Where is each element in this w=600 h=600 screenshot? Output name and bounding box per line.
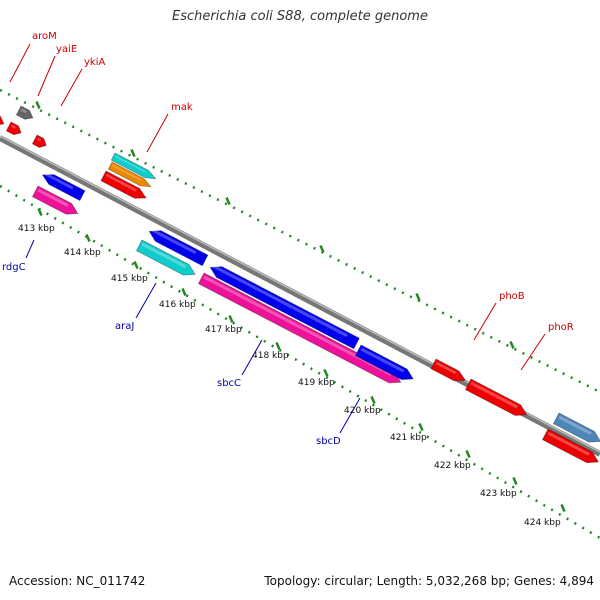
reverse-major-tick (512, 477, 518, 485)
accession-label: Accession: NC_011742 (9, 574, 146, 588)
genome-summary: Topology: circular; Length: 5,032,268 bp… (264, 574, 594, 588)
forward-major-tick (509, 341, 515, 349)
gene-arrow-blue-1[interactable] (40, 170, 86, 202)
reverse-major-tick (418, 423, 424, 431)
reverse-major-tick (133, 261, 139, 269)
gene-arrow-mak-red[interactable] (100, 170, 149, 203)
gene-label-sbcC[interactable]: sbcC (217, 378, 241, 389)
gene-leader-line (9, 43, 31, 83)
gene-leader-line (146, 113, 169, 153)
gene-leader-line (60, 68, 83, 107)
gene-leader-line (520, 333, 546, 371)
scale-label: 413 kbp (18, 224, 55, 234)
forward-major-tick (225, 197, 231, 205)
gene-arrow-phoB[interactable] (430, 358, 468, 385)
gene-arrow-sbcC[interactable] (207, 262, 360, 350)
gene-label-phoB[interactable]: phoB (499, 291, 525, 302)
scale-label: 416 kbp (159, 300, 196, 310)
forward-major-tick (319, 245, 325, 253)
scale-label: 422 kbp (434, 461, 471, 471)
gene-label-rdgC[interactable]: rdgC (2, 262, 26, 273)
gene-leader-line (339, 397, 361, 434)
scale-label: 414 kbp (64, 248, 101, 258)
gene-arrow-magenta-1[interactable] (31, 185, 80, 219)
scale-label: 424 kbp (524, 518, 561, 528)
forward-major-tick (35, 101, 41, 109)
reverse-major-tick (228, 315, 234, 323)
gene-leader-line (37, 55, 56, 97)
gene-arrow-ykiA[interactable] (31, 134, 48, 150)
reverse-major-tick (370, 396, 376, 404)
gene-label-mak[interactable]: mak (171, 102, 193, 113)
scale-label: 419 kbp (298, 378, 335, 388)
gene-arrow-yaiE-segment[interactable] (5, 121, 23, 137)
gene-arrow-blue-3[interactable] (354, 344, 416, 384)
reverse-major-tick (275, 342, 281, 350)
gene-arrow-gray[interactable] (15, 105, 35, 122)
gene-arrow-araJ[interactable] (135, 239, 197, 280)
gene-leader-line (241, 339, 263, 376)
gene-arrow-phoR-1[interactable] (464, 378, 529, 420)
scale-label: 420 kbp (344, 406, 381, 416)
forward-major-tick (130, 149, 136, 157)
gene-leader-line (25, 239, 35, 259)
gene-arrow-phoR-2[interactable] (541, 428, 600, 467)
map-title: Escherichia coli S88, complete genome (172, 9, 428, 24)
gene-label-sbcD[interactable]: sbcD (316, 436, 341, 447)
reverse-tick-track (0, 184, 600, 540)
scale-label: 417 kbp (205, 325, 242, 335)
scale-label: 421 kbp (390, 433, 427, 443)
gene-arrow-steelblue[interactable] (552, 412, 600, 447)
gene-label-araJ[interactable]: araJ (115, 321, 134, 332)
forward-tick-track (0, 88, 600, 394)
gene-arrow-aroM-segment[interactable] (0, 111, 6, 128)
gene-arrow-mak-cyan[interactable] (110, 152, 157, 182)
reverse-major-tick (37, 208, 43, 216)
scale-label: 418 kbp (252, 351, 289, 361)
reverse-major-tick (560, 504, 566, 512)
reverse-major-tick (465, 450, 471, 458)
gene-label-aroM[interactable]: aroM (32, 31, 57, 42)
reverse-major-tick (85, 234, 91, 242)
gene-arrow-mak-orange[interactable] (107, 161, 152, 190)
gene-label-yaiE[interactable]: yaiE (56, 44, 77, 55)
forward-major-tick (415, 293, 421, 301)
gene-arrow-blue-2[interactable] (146, 226, 209, 267)
reverse-major-tick (181, 288, 187, 296)
gene-label-phoR[interactable]: phoR (548, 322, 574, 333)
gene-leader-line (135, 282, 157, 319)
reverse-major-tick (323, 369, 329, 377)
gene-leader-line (473, 302, 497, 341)
scale-label: 415 kbp (111, 274, 148, 284)
gene-label-ykiA[interactable]: ykiA (84, 57, 105, 68)
scale-label: 423 kbp (480, 489, 517, 499)
